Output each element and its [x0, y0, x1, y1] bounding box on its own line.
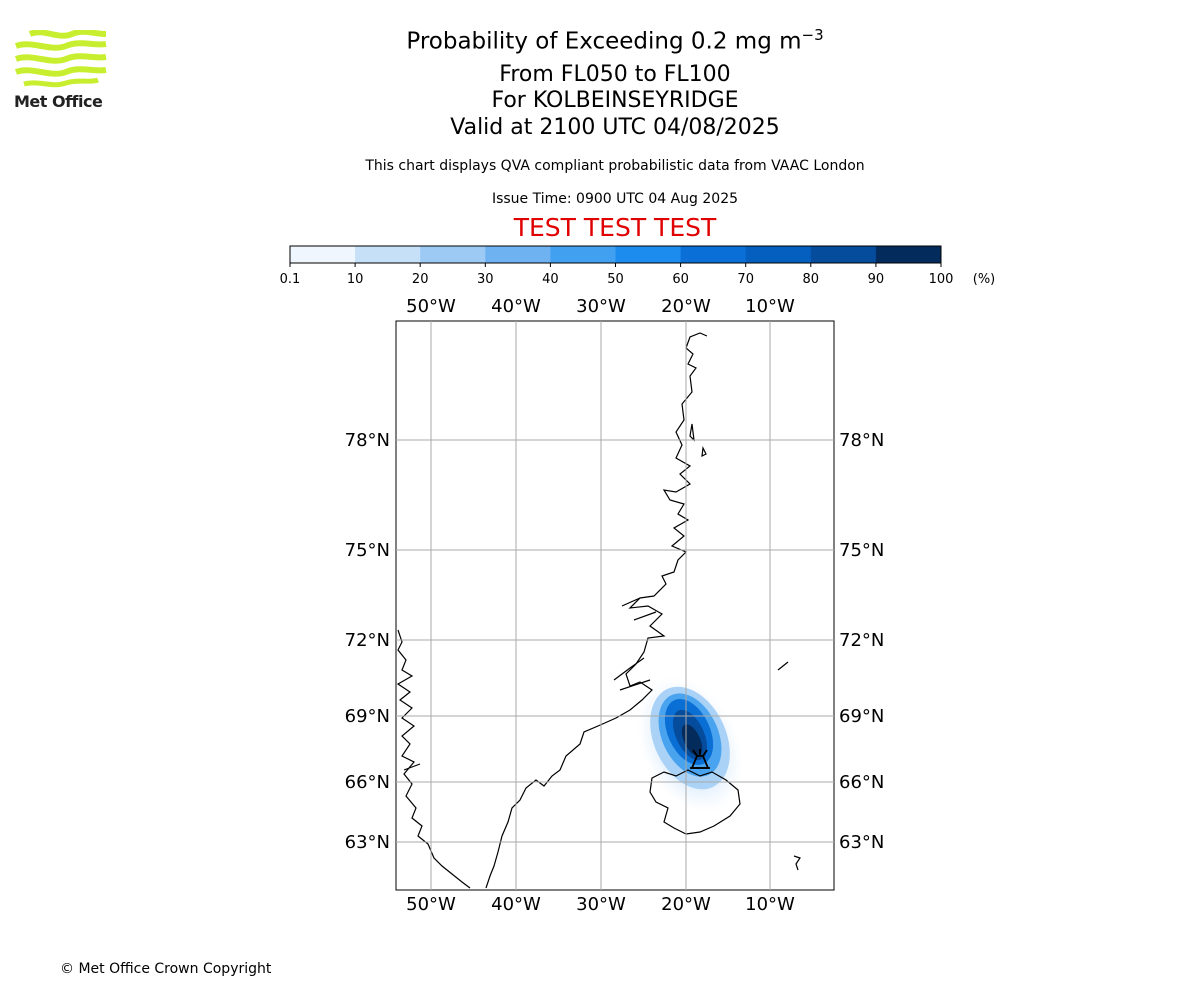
chart-title: Probability of Exceeding 0.2 mg m−3	[406, 26, 824, 55]
colorbar-segment	[485, 246, 551, 263]
colorbar-tick-label: 100	[929, 272, 954, 287]
coastlines	[396, 332, 801, 889]
colorbar-segment	[745, 246, 812, 263]
lat-label: 72°N	[345, 630, 390, 651]
colorbar-unit: (%)	[973, 272, 996, 287]
colorbar-tick-label: 40	[542, 272, 559, 287]
logo-text: Met Office	[14, 92, 103, 111]
lat-label: 75°N	[345, 540, 390, 561]
lat-label: 69°N	[839, 706, 884, 727]
lon-label: 40°W	[491, 296, 541, 317]
colorbar: 0.1 10 20 30 40 50 60 70 80 90 100	[280, 245, 954, 287]
lon-label: 10°W	[745, 894, 795, 915]
lon-label: 50°W	[406, 296, 456, 317]
map-area	[395, 320, 835, 891]
map-frame	[395, 320, 835, 891]
colorbar-tick-label: 20	[412, 272, 429, 287]
lon-labels-bottom: 50°W 40°W 30°W 20°W 10°W	[406, 894, 795, 915]
colorbar-tick-label: 0.1	[280, 272, 301, 287]
copyright: © Met Office Crown Copyright	[60, 961, 272, 977]
lon-label: 30°W	[576, 296, 626, 317]
colorbar-tick-label: 30	[477, 272, 494, 287]
flight-levels: From FL050 to FL100	[499, 62, 731, 87]
colorbar-segment	[680, 246, 747, 263]
lat-label: 66°N	[839, 772, 884, 793]
lat-label: 63°N	[839, 832, 884, 853]
test-banner: TEST TEST TEST	[513, 213, 717, 242]
colorbar-tick-label: 90	[868, 272, 885, 287]
lon-labels-top: 50°W 40°W 30°W 20°W 10°W	[406, 296, 795, 317]
valid-time: Valid at 2100 UTC 04/08/2025	[450, 115, 780, 140]
lat-label: 69°N	[345, 706, 390, 727]
colorbar-segment	[875, 246, 942, 263]
colorbar-tick-label: 50	[607, 272, 624, 287]
lat-label: 72°N	[839, 630, 884, 651]
lat-label: 75°N	[839, 540, 884, 561]
colorbar-segment	[615, 246, 682, 263]
lon-label: 50°W	[406, 894, 456, 915]
gridlines	[396, 321, 834, 890]
colorbar-tick-label: 70	[737, 272, 754, 287]
colorbar-segment	[420, 246, 486, 263]
lon-label: 10°W	[745, 296, 795, 317]
location-name: For KOLBEINSEYRIDGE	[491, 88, 739, 113]
issue-time: Issue Time: 0900 UTC 04 Aug 2025	[491, 191, 739, 207]
chart-description: This chart displays QVA compliant probab…	[365, 158, 865, 174]
lon-label: 20°W	[661, 296, 711, 317]
met-office-logo: Met Office	[14, 28, 108, 112]
lat-label: 78°N	[345, 430, 390, 451]
lon-label: 40°W	[491, 894, 541, 915]
lat-label: 66°N	[345, 772, 390, 793]
colorbar-tick-label: 80	[803, 272, 820, 287]
colorbar-segment	[810, 246, 877, 263]
colorbar-segment	[355, 246, 421, 263]
colorbar-segment	[550, 246, 616, 263]
lat-labels-right: 78°N 75°N 72°N 69°N 66°N 63°N	[839, 430, 884, 853]
lat-label: 78°N	[839, 430, 884, 451]
volcano-icon	[690, 749, 710, 769]
lat-labels-left: 78°N 75°N 72°N 69°N 66°N 63°N	[345, 430, 390, 853]
colorbar-tick-label: 10	[347, 272, 364, 287]
met-office-waves-icon	[14, 28, 107, 88]
lon-label: 30°W	[576, 894, 626, 915]
colorbar-segment	[290, 246, 356, 263]
colorbar-tick-label: 60	[672, 272, 689, 287]
lat-label: 63°N	[345, 832, 390, 853]
lon-label: 20°W	[661, 894, 711, 915]
